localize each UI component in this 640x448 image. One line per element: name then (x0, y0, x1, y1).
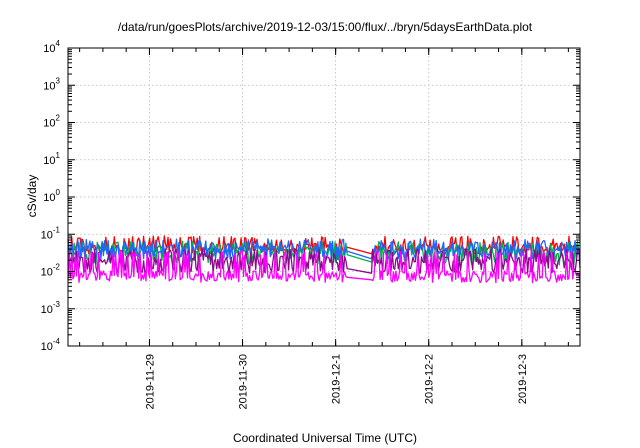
y-tick-label: 103 (43, 76, 60, 92)
y-tick-label: 104 (43, 39, 60, 55)
ticks (68, 47, 580, 347)
tick-labels: 10-4 10-3 10-2 10-1 100 101 102 103 104 2019-11-2… (41, 39, 529, 409)
chart-title: /data/run/goesPlots/archive/2019-12-03/1… (118, 20, 533, 34)
series-line (67, 250, 581, 284)
x-tick-label: 2019-12-3 (517, 354, 529, 404)
grid (68, 48, 580, 346)
y-tick-label: 102 (43, 114, 60, 130)
y-axis-label: cSv/day (25, 175, 39, 218)
y-tick-label: 10-1 (41, 225, 61, 241)
x-tick-label: 2019-12-2 (424, 354, 436, 404)
series-line (67, 235, 581, 255)
x-tick-label: 2019-11-30 (238, 354, 250, 409)
y-tick-label: 100 (43, 188, 60, 204)
y-tick-label: 101 (43, 151, 60, 167)
y-tick-label: 10-3 (41, 300, 61, 316)
x-tick-label: 2019-12-1 (331, 354, 343, 404)
x-axis-label: Coordinated Universal Time (UTC) (233, 431, 417, 445)
x-tick-label: 2019-11-29 (144, 354, 156, 409)
y-tick-label: 10-2 (41, 263, 61, 279)
y-tick-label: 10-4 (41, 337, 61, 353)
series-layer (67, 235, 581, 284)
